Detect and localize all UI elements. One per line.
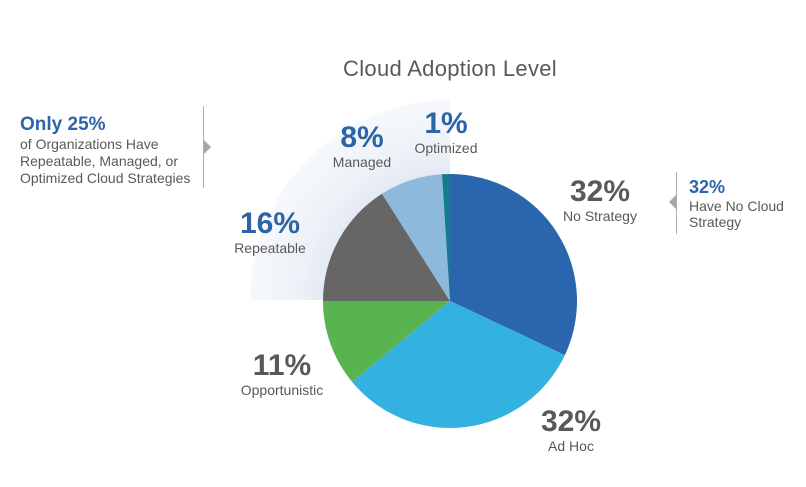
callout-line: Strategy (689, 214, 742, 230)
callout-line: Optimized Cloud Strategies (20, 170, 191, 186)
callout-divider (203, 106, 204, 188)
callout-line: of Organizations Have (20, 136, 159, 152)
pie-slice-opportunistic (323, 301, 450, 382)
category-label: Ad Hoc (548, 438, 594, 454)
arrow-left-icon (669, 195, 676, 209)
label-optimized: 1% Optimized (396, 107, 496, 157)
category-label: Optimized (414, 140, 478, 156)
data-label: 16% (239, 207, 301, 240)
category-label: No Strategy (563, 208, 637, 224)
pie-slice-ad-hoc (352, 301, 565, 428)
label-opportunistic: 11% Opportunistic (222, 349, 342, 399)
category-label: Managed (332, 154, 392, 170)
chart-title: Cloud Adoption Level (343, 56, 557, 81)
callout-divider (676, 172, 677, 234)
callout-headline: 32% (689, 177, 726, 197)
label-managed: 8% Managed (312, 121, 412, 171)
arrow-right-icon (204, 140, 211, 154)
category-label: Opportunistic (240, 382, 324, 398)
data-label: 8% (340, 121, 384, 154)
data-label: 32% (540, 405, 602, 438)
pie-slice-managed (381, 174, 450, 301)
pie-slice-repeatable (323, 193, 450, 301)
label-no-strategy: 32% No Strategy (545, 175, 655, 225)
callout-right: 32% Have No Cloud Strategy (689, 176, 784, 230)
label-ad-hoc: 32% Ad Hoc (516, 405, 626, 455)
data-label: 11% (252, 349, 312, 382)
category-label: Repeatable (234, 240, 306, 256)
callout-headline: Only 25% (20, 114, 106, 135)
label-repeatable: 16% Repeatable (215, 207, 325, 257)
callout-left: Only 25% of Organizations Have Repeatabl… (20, 114, 190, 187)
callout-line: Have No Cloud (689, 198, 784, 214)
data-label: 1% (424, 107, 468, 140)
data-label: 32% (569, 175, 631, 208)
callout-line: Repeatable, Managed, or (20, 153, 178, 169)
pie-slice-optimized (442, 174, 450, 301)
pie-slice-no-strategy (450, 174, 577, 356)
